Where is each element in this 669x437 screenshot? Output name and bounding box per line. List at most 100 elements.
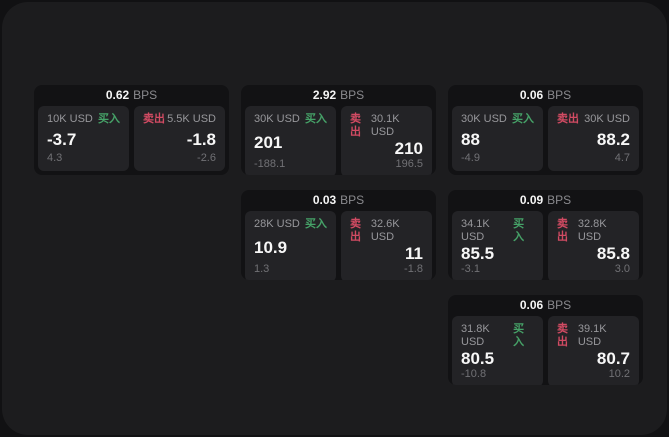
card-body: 10K USD 买入 -3.7 4.3 卖出 5.5K USD -1.8 -2.… <box>34 106 229 175</box>
buy-price: 85.5 <box>461 244 495 263</box>
buy-sub-value: 1.3 <box>254 263 270 275</box>
buy-notional: 30K USD <box>461 113 507 125</box>
buy-panel-top: 10K USD 买入 <box>47 113 120 126</box>
quote-card: 2.92 BPS 30K USD 买入 201 -188.1 卖出 30.1K … <box>241 85 436 175</box>
sell-price: 80.7 <box>596 349 630 368</box>
sell-panel-top: 卖出 30.1K USD <box>350 113 423 139</box>
sell-side-label: 卖出 <box>557 323 568 348</box>
buy-price: 88 <box>461 129 480 149</box>
sell-side-label: 卖出 <box>557 113 579 125</box>
bps-spread-value: 0.09 <box>519 193 544 207</box>
card-body: 28K USD 买入 10.9 1.3 卖出 32.6K USD 11 -1.8 <box>241 211 436 280</box>
sell-side-label: 卖出 <box>350 218 361 243</box>
buy-panel-top: 30K USD 买入 <box>461 113 534 126</box>
card-body: 34.1K USD 买入 85.5 -3.1 卖出 32.8K USD 85.8… <box>448 211 643 280</box>
buy-panel-top: 30K USD 买入 <box>254 113 327 126</box>
buy-quote-panel[interactable]: 10K USD 买入 -3.7 4.3 <box>38 106 129 171</box>
sell-quote-panel[interactable]: 卖出 39.1K USD 80.7 10.2 <box>548 316 639 385</box>
buy-panel-top: 28K USD 买入 <box>254 218 327 231</box>
card-body: 31.8K USD 买入 80.5 -10.8 卖出 39.1K USD 80.… <box>448 316 643 385</box>
sell-panel-top: 卖出 32.6K USD <box>350 218 423 244</box>
card-header: 0.62 BPS <box>34 85 229 106</box>
buy-price: 80.5 <box>461 349 495 368</box>
buy-quote-panel[interactable]: 30K USD 买入 88 -4.9 <box>452 106 543 171</box>
sell-panel-top: 卖出 39.1K USD <box>557 323 630 349</box>
buy-side-label: 买入 <box>513 218 525 243</box>
bps-unit-label: BPS <box>133 88 158 102</box>
sell-quote-panel[interactable]: 卖出 32.6K USD 11 -1.8 <box>341 211 432 280</box>
sell-quote-panel[interactable]: 卖出 5.5K USD -1.8 -2.6 <box>134 106 225 171</box>
buy-price: -3.7 <box>47 129 77 149</box>
buy-side-label: 买入 <box>305 113 327 125</box>
sell-quote-panel[interactable]: 卖出 30K USD 88.2 4.7 <box>548 106 639 171</box>
sell-notional: 30K USD <box>584 113 630 125</box>
sell-price: -1.8 <box>186 129 216 149</box>
sell-quote-panel[interactable]: 卖出 30.1K USD 210 196.5 <box>341 106 432 175</box>
bps-unit-label: BPS <box>547 193 572 207</box>
buy-sub-value: -10.8 <box>461 368 487 380</box>
buy-price: 10.9 <box>254 237 288 257</box>
sell-notional: 32.6K USD <box>370 218 400 243</box>
sell-side-label: 卖出 <box>557 218 568 243</box>
bps-spread-value: 0.06 <box>519 88 544 102</box>
quote-card: 0.06 BPS 31.8K USD 买入 80.5 -10.8 卖出 39.1… <box>448 295 643 385</box>
buy-notional: 30K USD <box>254 113 300 125</box>
buy-quote-panel[interactable]: 30K USD 买入 201 -188.1 <box>245 106 336 175</box>
quote-card: 0.09 BPS 34.1K USD 买入 85.5 -3.1 卖出 32.8K… <box>448 190 643 280</box>
buy-side-label: 买入 <box>513 323 525 348</box>
buy-notional: 31.8K USD <box>461 323 490 348</box>
sell-notional: 39.1K USD <box>577 323 607 348</box>
buy-notional: 34.1K USD <box>461 218 490 243</box>
sell-panel-top: 卖出 30K USD <box>557 113 630 126</box>
bps-spread-value: 2.92 <box>312 88 337 102</box>
buy-price: 201 <box>254 132 283 152</box>
buy-notional: 10K USD <box>47 113 93 125</box>
bps-spread-value: 0.62 <box>105 88 130 102</box>
sell-notional: 5.5K USD <box>167 113 216 125</box>
sell-notional: 32.8K USD <box>577 218 607 243</box>
card-header: 2.92 BPS <box>241 85 436 106</box>
card-body: 30K USD 买入 201 -188.1 卖出 30.1K USD 210 1… <box>241 106 436 175</box>
sell-sub-value: 10.2 <box>608 368 630 380</box>
buy-panel-top: 34.1K USD 买入 <box>461 218 534 244</box>
buy-sub-value: -3.1 <box>461 263 480 275</box>
buy-side-label: 买入 <box>305 218 327 230</box>
buy-side-label: 买入 <box>512 113 534 125</box>
sell-price: 210 <box>394 139 423 158</box>
sell-sub-value: 3.0 <box>614 263 630 275</box>
bps-spread-value: 0.03 <box>312 193 337 207</box>
sell-sub-value: -2.6 <box>197 152 216 164</box>
bps-unit-label: BPS <box>547 298 572 312</box>
sell-side-label: 卖出 <box>350 113 361 138</box>
quote-card: 0.62 BPS 10K USD 买入 -3.7 4.3 卖出 5.5K USD… <box>34 85 229 175</box>
buy-quote-panel[interactable]: 34.1K USD 买入 85.5 -3.1 <box>452 211 543 280</box>
sell-price: 85.8 <box>596 244 630 263</box>
sell-price: 11 <box>405 244 423 263</box>
card-header: 0.09 BPS <box>448 190 643 211</box>
card-header: 0.06 BPS <box>448 85 643 106</box>
buy-panel-top: 31.8K USD 买入 <box>461 323 534 349</box>
sell-sub-value: -1.8 <box>404 263 423 275</box>
sell-panel-top: 卖出 32.8K USD <box>557 218 630 244</box>
buy-quote-panel[interactable]: 28K USD 买入 10.9 1.3 <box>245 211 336 280</box>
quote-card: 0.06 BPS 30K USD 买入 88 -4.9 卖出 30K USD 8… <box>448 85 643 175</box>
sell-sub-value: 4.7 <box>614 152 630 164</box>
sell-price: 88.2 <box>596 129 630 149</box>
bps-unit-label: BPS <box>340 88 365 102</box>
buy-side-label: 买入 <box>98 113 120 125</box>
buy-quote-panel[interactable]: 31.8K USD 买入 80.5 -10.8 <box>452 316 543 385</box>
buy-sub-value: 4.3 <box>47 152 63 164</box>
buy-notional: 28K USD <box>254 218 300 230</box>
sell-quote-panel[interactable]: 卖出 32.8K USD 85.8 3.0 <box>548 211 639 280</box>
quote-card: 0.03 BPS 28K USD 买入 10.9 1.3 卖出 32.6K US… <box>241 190 436 280</box>
sell-side-label: 卖出 <box>143 113 165 125</box>
quote-cards-grid: 0.62 BPS 10K USD 买入 -3.7 4.3 卖出 5.5K USD… <box>34 85 643 385</box>
buy-sub-value: -188.1 <box>254 158 286 170</box>
sell-sub-value: 196.5 <box>395 158 423 170</box>
buy-sub-value: -4.9 <box>461 152 480 164</box>
card-header: 0.06 BPS <box>448 295 643 316</box>
bps-unit-label: BPS <box>340 193 365 207</box>
card-header: 0.03 BPS <box>241 190 436 211</box>
sell-notional: 30.1K USD <box>370 113 400 138</box>
